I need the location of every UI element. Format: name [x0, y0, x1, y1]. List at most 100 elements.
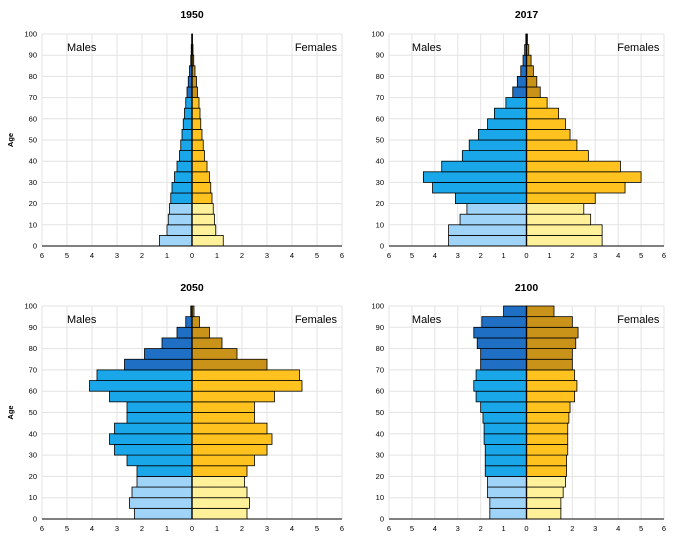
bar-female-35-39 [192, 161, 207, 172]
x-tick-label: 3 [115, 251, 119, 260]
x-tick-label: 3 [115, 524, 119, 533]
bar-male-35-39 [484, 434, 526, 445]
bar-female-45-49 [527, 140, 577, 151]
y-tick-label: 30 [29, 178, 37, 187]
x-tick-label: 1 [215, 524, 219, 533]
y-tick-label: 20 [376, 472, 384, 481]
bar-male-70-74 [481, 359, 527, 370]
bar-female-75-79 [527, 76, 537, 87]
bar-male-25-29 [127, 455, 192, 466]
x-tick-label: 2 [140, 251, 144, 260]
bar-female-45-49 [527, 413, 569, 424]
x-tick-label: 3 [265, 524, 269, 533]
y-tick-label: 30 [376, 178, 384, 187]
females-label: Females [295, 314, 338, 326]
bar-female-50-54 [527, 402, 571, 413]
bar-female-70-74 [527, 87, 541, 98]
bar-female-45-49 [192, 413, 255, 424]
y-tick-label: 90 [376, 323, 384, 332]
bar-male-40-44 [115, 423, 193, 434]
bar-male-95-99 [504, 306, 527, 317]
bar-female-60-64 [527, 108, 559, 119]
bar-female-30-34 [527, 444, 568, 455]
y-tick-label: 0 [33, 515, 37, 524]
bar-female-20-24 [527, 193, 596, 204]
x-tick-label: 6 [662, 524, 666, 533]
bar-male-55-59 [110, 391, 193, 402]
bar-male-50-54 [478, 129, 526, 140]
y-tick-label: 0 [380, 242, 384, 251]
bar-female-35-39 [192, 434, 272, 445]
y-tick-label: 40 [376, 157, 384, 166]
bar-male-85-89 [474, 327, 527, 338]
y-tick-label: 40 [376, 429, 384, 438]
bar-female-70-74 [192, 359, 267, 370]
x-tick-label: 6 [387, 524, 391, 533]
bar-male-15-19 [137, 476, 192, 487]
y-tick-label: 30 [29, 451, 37, 460]
bar-female-20-24 [527, 466, 567, 477]
y-tick-label: 0 [380, 515, 384, 524]
x-tick-label: 2 [240, 251, 244, 260]
y-tick-label: 20 [376, 199, 384, 208]
y-tick-label: 60 [376, 387, 384, 396]
males-label: Males [412, 42, 442, 54]
x-tick-label: 1 [215, 251, 219, 260]
bar-male-30-34 [175, 172, 193, 183]
bar-male-25-29 [172, 182, 192, 193]
bar-male-50-54 [481, 402, 527, 413]
bar-female-50-54 [192, 129, 202, 140]
bar-female-80-84 [192, 338, 222, 349]
bar-male-45-49 [181, 140, 192, 151]
x-tick-label: 0 [524, 524, 528, 533]
bar-female-5-9 [192, 498, 250, 509]
y-tick-label: 80 [376, 72, 384, 81]
x-tick-label: 1 [501, 251, 505, 260]
y-tick-label: 10 [376, 493, 384, 502]
bar-female-65-69 [527, 370, 575, 381]
panel-title: 2017 [515, 9, 539, 21]
y-tick-label: 20 [29, 199, 37, 208]
y-tick-label: 20 [29, 472, 37, 481]
males-label: Males [67, 314, 97, 326]
bar-male-60-64 [474, 381, 527, 392]
bar-female-0-4 [192, 508, 247, 519]
y-tick-label: 50 [29, 408, 37, 417]
bar-male-50-54 [127, 402, 192, 413]
bar-female-0-4 [192, 235, 223, 246]
males-label: Males [412, 314, 442, 326]
bar-male-30-34 [485, 444, 526, 455]
bar-female-60-64 [192, 381, 302, 392]
bar-female-95-99 [527, 306, 555, 317]
bar-male-65-69 [506, 98, 527, 109]
bar-male-30-34 [115, 444, 193, 455]
bar-female-80-84 [527, 66, 534, 77]
x-tick-label: 3 [593, 524, 597, 533]
y-tick-label: 40 [29, 157, 37, 166]
x-tick-label: 6 [40, 251, 44, 260]
y-tick-label: 70 [29, 93, 37, 102]
bar-male-70-74 [187, 87, 192, 98]
y-tick-label: 80 [29, 344, 37, 353]
y-tick-label: 90 [29, 51, 37, 60]
bar-female-20-24 [192, 193, 212, 204]
bar-female-40-44 [527, 423, 568, 434]
x-tick-label: 3 [265, 251, 269, 260]
x-tick-label: 6 [387, 251, 391, 260]
bar-female-25-29 [527, 455, 567, 466]
bar-female-35-39 [527, 161, 621, 172]
x-tick-label: 4 [90, 524, 94, 533]
bar-female-15-19 [192, 204, 213, 215]
bar-female-15-19 [527, 476, 566, 487]
x-tick-label: 2 [240, 524, 244, 533]
x-tick-label: 3 [593, 251, 597, 260]
bar-female-70-74 [192, 87, 198, 98]
bar-female-35-39 [527, 434, 568, 445]
bar-female-5-9 [192, 225, 216, 236]
bar-male-40-44 [484, 423, 526, 434]
